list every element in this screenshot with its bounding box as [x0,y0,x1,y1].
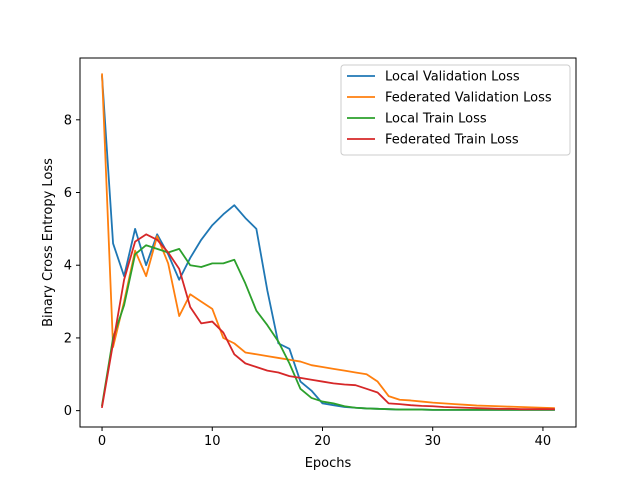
legend-label-4: Federated Train Loss [385,133,519,148]
x-axis-label: Epochs [305,456,352,471]
y-axis-label: Binary Cross Entropy Loss [41,158,56,327]
y-tick-label: 8 [64,113,72,128]
plot-frame [79,57,577,428]
y-tick-label: 2 [64,331,72,346]
x-tick-label: 0 [98,434,106,449]
legend-label-1: Local Validation Loss [385,70,520,85]
legend-label-3: Local Train Loss [385,112,487,127]
series-layer [100,73,555,411]
legend-box [340,64,571,156]
x-tick-label: 20 [314,434,331,449]
x-axis-ticks: 0 10 20 30 40 [98,427,551,449]
y-tick-label: 4 [64,259,72,274]
x-tick-label: 30 [424,434,441,449]
y-axis-ticks: 0 2 4 6 8 [64,113,80,419]
legend-label-2: Federated Validation Loss [385,91,552,106]
x-tick-label: 10 [204,434,221,449]
series-line-2 [101,73,555,410]
y-tick-label: 0 [64,404,72,419]
legend: Local Validation Loss Federated Validatio… [340,64,571,156]
y-tick-label: 6 [64,186,72,201]
series-line-3 [101,244,555,411]
x-tick-label: 40 [535,434,552,449]
series-line-4 [100,233,555,411]
